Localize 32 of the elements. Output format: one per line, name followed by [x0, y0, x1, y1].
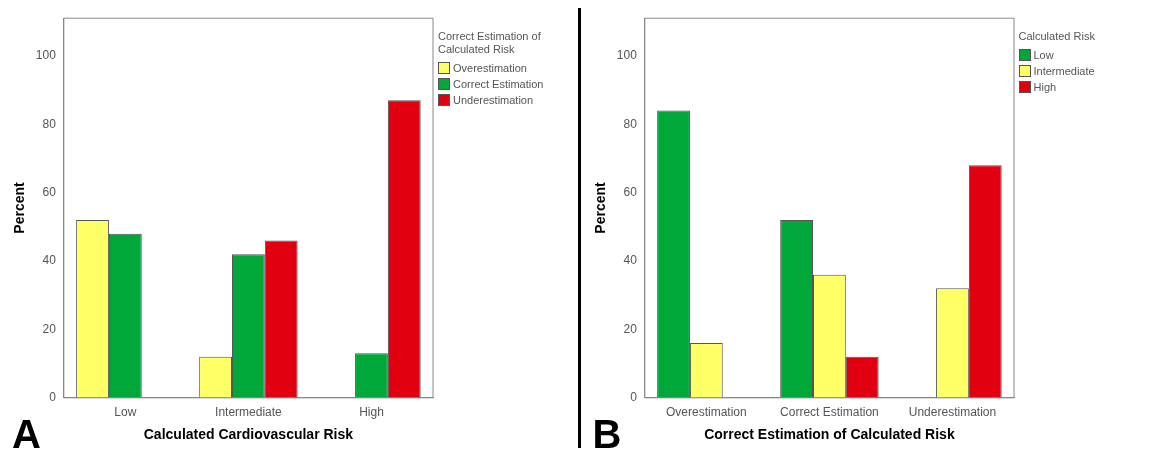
legend-title: Calculated Risk — [1018, 30, 1096, 43]
x-axis-title: Calculated Cardiovascular Risk — [143, 426, 354, 443]
y-tick-label: 40 — [42, 253, 57, 268]
text: A — [12, 412, 41, 455]
legend-label: Intermediate — [1033, 64, 1095, 79]
y-tick-label: 100 — [616, 48, 637, 63]
y-tick-label: 60 — [42, 184, 57, 199]
y-tick-label: 100 — [35, 48, 57, 63]
x-axis-title: Correct Estimation of Calculated Risk — [703, 426, 955, 443]
y-tick-label: 20 — [622, 321, 637, 336]
x-tick-label: Low — [114, 405, 137, 420]
y-tick-label: 60 — [622, 184, 637, 199]
y-axis-title: Percent — [591, 181, 608, 234]
x-tick-label: Correct Estimation — [779, 405, 879, 420]
x-tick-label: Underestimation — [908, 405, 996, 420]
y-axis-title: Percent — [11, 181, 28, 234]
x-tick-label: Overestimation — [665, 405, 747, 420]
legend-label: Correct Estimation — [453, 77, 544, 92]
x-tick-label: High — [359, 405, 384, 420]
y-tick-label: 80 — [622, 116, 637, 131]
text: B — [592, 412, 622, 455]
y-tick-label: 0 — [629, 390, 637, 405]
x-tick-label: Intermediate — [215, 405, 283, 420]
y-tick-label: 80 — [42, 116, 57, 131]
legend-label: High — [1033, 80, 1057, 95]
legend-label: Underestimation — [453, 93, 534, 108]
y-tick-label: 0 — [49, 390, 57, 405]
legend-title: Correct Estimation of Calculated Risk — [438, 30, 542, 56]
legend-label: Low — [1033, 48, 1054, 63]
legend-label: Overestimation — [453, 61, 527, 76]
y-tick-label: 20 — [42, 321, 57, 336]
y-tick-label: 40 — [622, 253, 637, 268]
